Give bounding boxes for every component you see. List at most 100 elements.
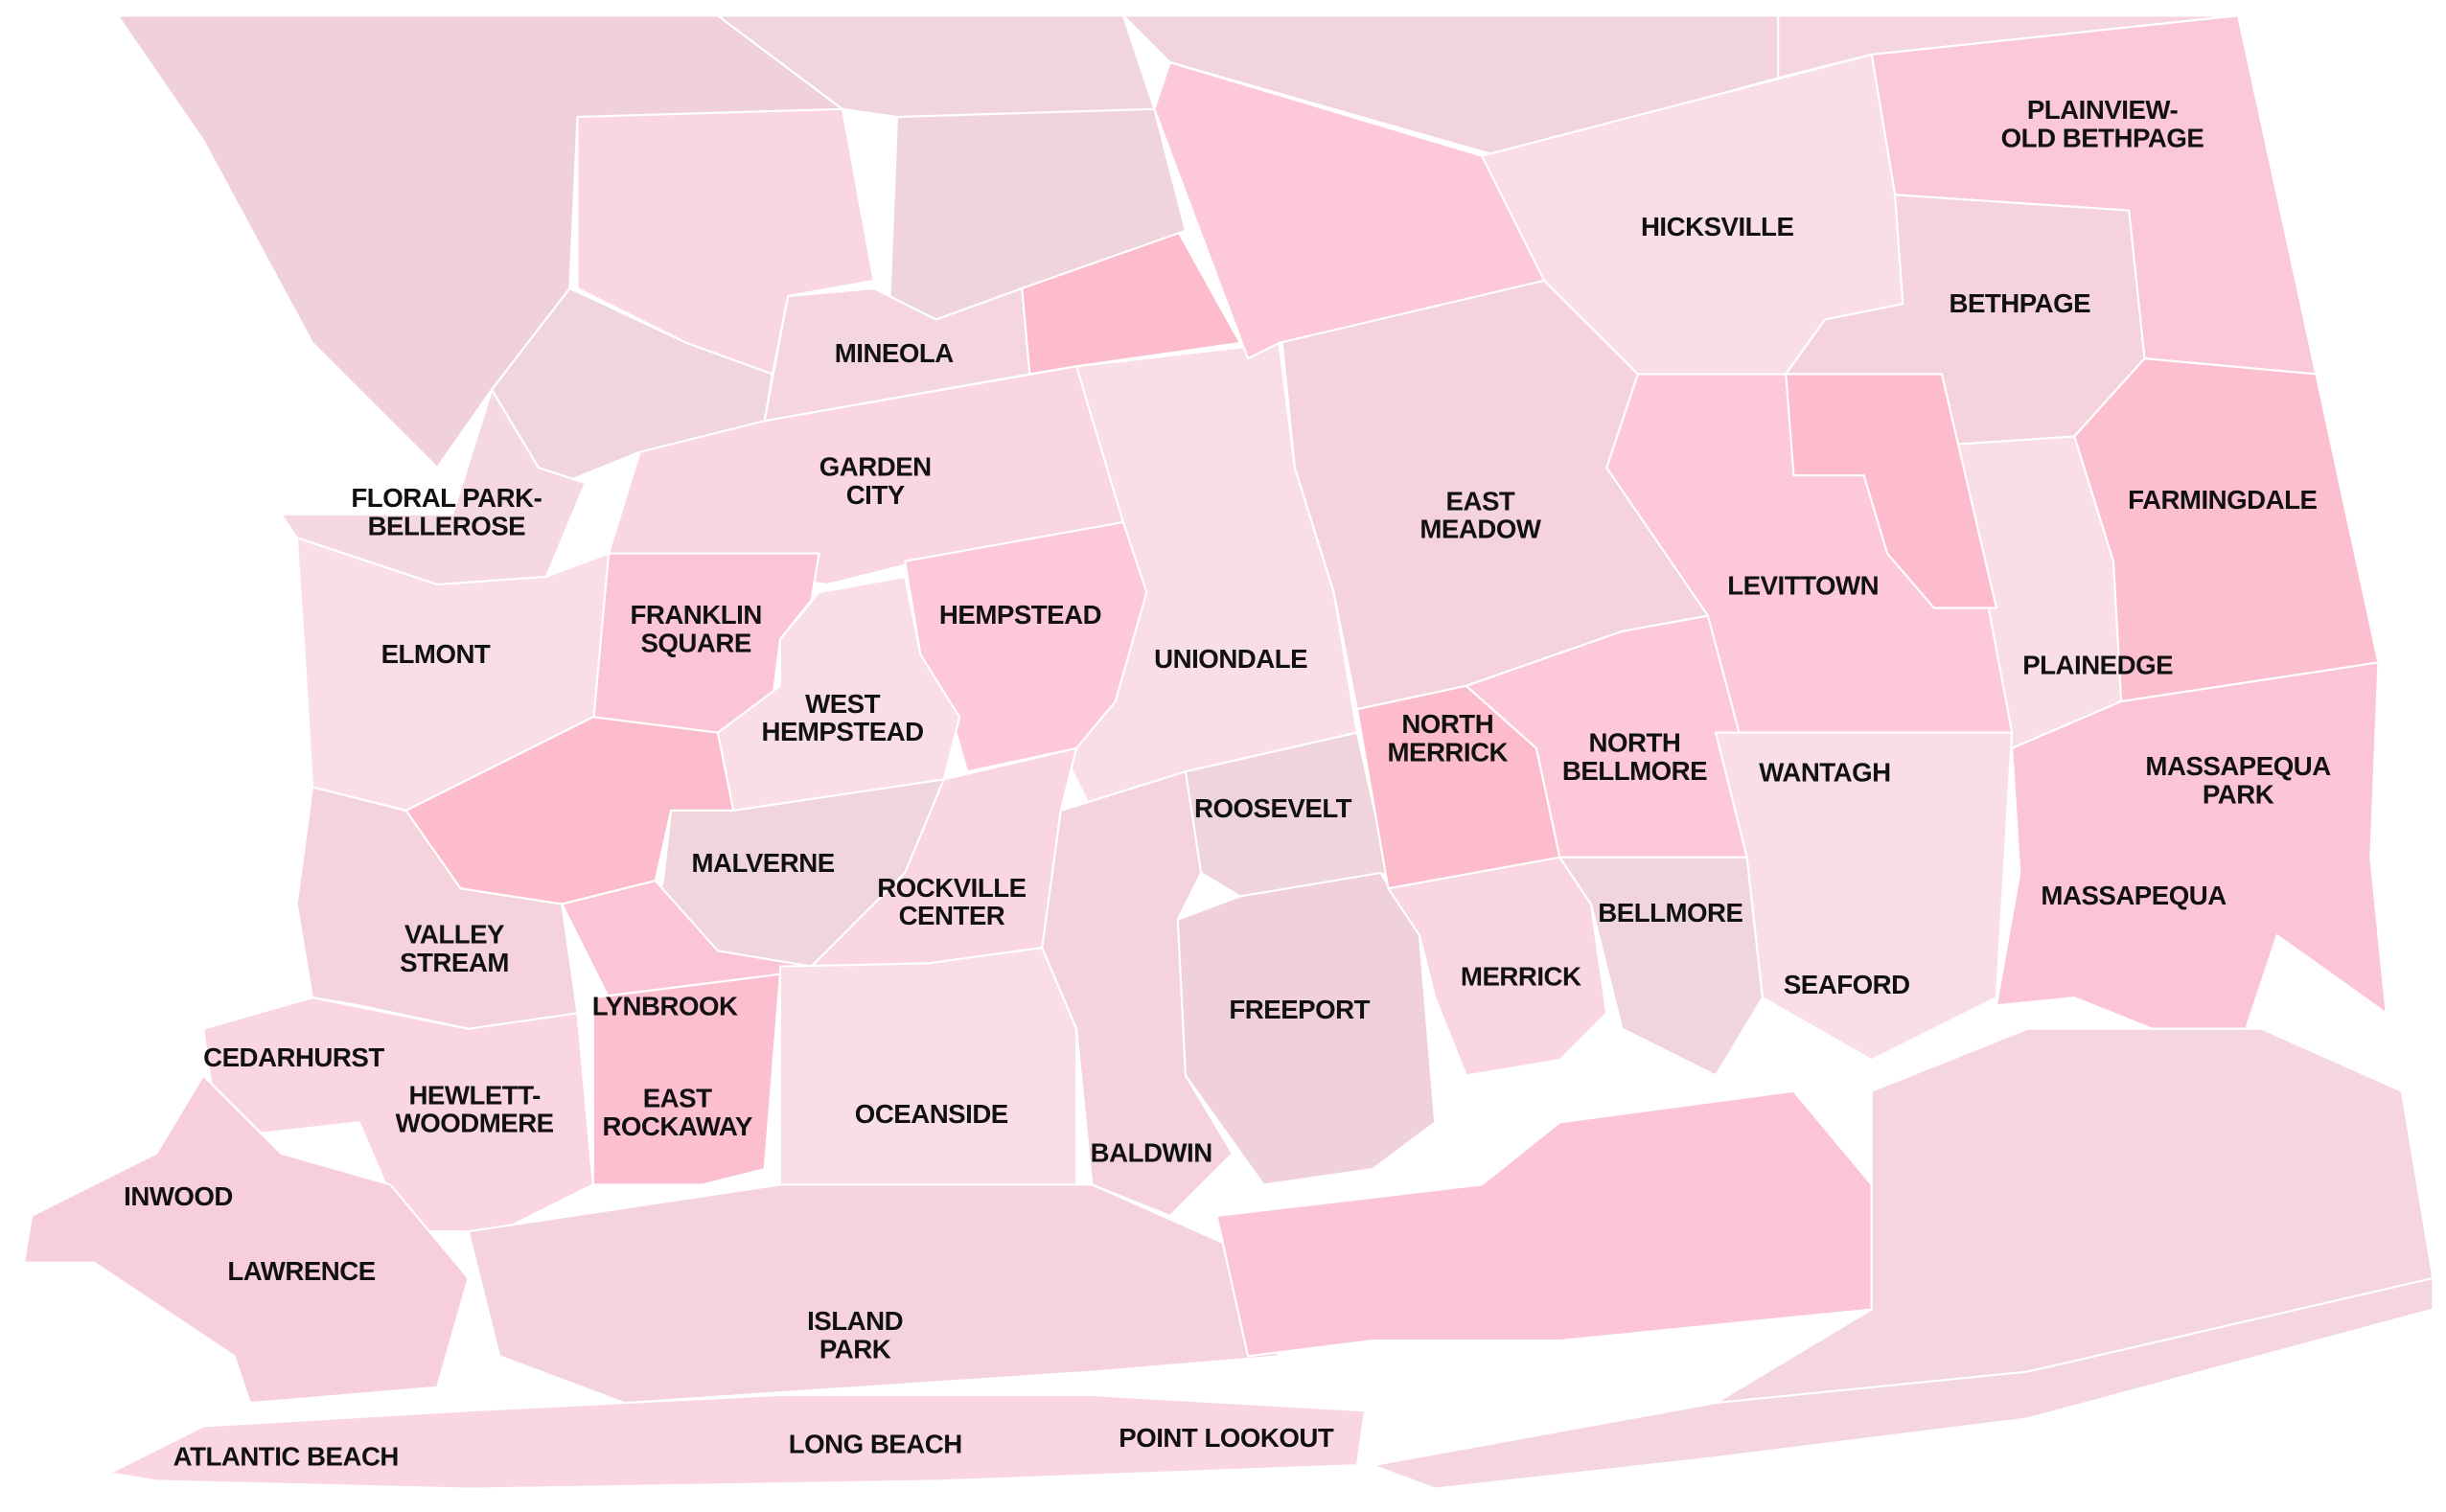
place-label-line: ROCKVILLE xyxy=(877,873,1026,903)
place-label-line: WOODMERE xyxy=(396,1109,554,1138)
place-label: NORTH BELLMORE xyxy=(1562,728,1707,786)
place-label: POINT LOOKOUT xyxy=(1119,1423,1334,1453)
place-label: HEMPSTEAD xyxy=(939,601,1101,630)
place-label-line: NORTH xyxy=(1589,728,1681,758)
place-label-line: EAST xyxy=(1446,487,1515,516)
place-label-line: CENTER xyxy=(899,901,1005,930)
place-label: PLAINEDGE xyxy=(2022,651,2173,680)
place-label: EAST MEADOW xyxy=(1419,487,1541,544)
place-label: FLORAL PARK-BELLEROSE xyxy=(351,484,542,541)
place-label-line: BELLMORE xyxy=(1562,756,1707,786)
place-label: WEST HEMPSTEAD xyxy=(761,689,923,746)
place-label-line: HEWLETT- xyxy=(408,1081,541,1111)
place-label-line: EAST xyxy=(643,1084,712,1113)
place-label-line: FRANKLIN xyxy=(630,601,761,630)
place-label: GARDEN CITY xyxy=(819,452,932,510)
place-label: BALDWIN xyxy=(1091,1138,1212,1168)
labels: PLAINVIEW-OLD BETHPAGE HICKSVILLE BETHPAGE… xyxy=(124,95,2332,1472)
place-label-line: FLORAL PARK- xyxy=(351,484,542,514)
place-label-line: LONG BEACH xyxy=(789,1430,962,1459)
region xyxy=(1153,61,1546,360)
region xyxy=(1372,1276,2434,1490)
place-label-line: OCEANSIDE xyxy=(855,1099,1008,1129)
place-label-line: BETHPAGE xyxy=(1949,288,2090,318)
place-label: MINEOLA xyxy=(835,338,955,368)
place-label: INWOOD xyxy=(124,1181,233,1211)
region xyxy=(1995,661,2388,1030)
place-label-line: ELMONT xyxy=(381,639,491,669)
region xyxy=(1785,373,1997,609)
place-label-line: LYNBROOK xyxy=(592,992,738,1021)
place-label-line: MEADOW xyxy=(1419,515,1541,544)
place-label: UNIONDALE xyxy=(1154,644,1307,674)
place-label-line: ROOSEVELT xyxy=(1194,793,1352,823)
place-label: ROOSEVELT xyxy=(1194,793,1352,823)
place-label-line: POINT LOOKOUT xyxy=(1119,1423,1334,1453)
region xyxy=(22,1074,470,1405)
place-label-line: CITY xyxy=(846,480,905,510)
place-label: ELMONT xyxy=(381,639,491,669)
place-label-line: FREEPORT xyxy=(1229,995,1370,1024)
place-label: FARMINGDALE xyxy=(2128,485,2317,515)
region xyxy=(1558,856,1764,1077)
place-label-line: CEDARHURST xyxy=(203,1043,384,1073)
place-label-line: PLAINEDGE xyxy=(2022,651,2173,680)
place-label: LAWRENCE xyxy=(227,1256,375,1286)
place-label: LYNBROOK xyxy=(592,992,738,1021)
place-label-line: HEMPSTEAD xyxy=(761,718,923,747)
place-label-line: ROCKAWAY xyxy=(602,1111,751,1141)
place-label-line: MASSAPEQUA xyxy=(2041,881,2227,910)
place-label-line: SEAFORD xyxy=(1784,970,1910,999)
place-label-line: HICKSVILLE xyxy=(1641,212,1793,241)
place-label: ROCKVILLE CENTER xyxy=(877,873,1026,930)
place-label-line: OLD BETHPAGE xyxy=(2001,124,2204,153)
place-label-line: PARK xyxy=(819,1335,891,1364)
place-label: BETHPAGE xyxy=(1949,288,2090,318)
place-label-line: UNIONDALE xyxy=(1154,644,1307,674)
place-label: LONG BEACH xyxy=(789,1430,962,1459)
place-label: ATLANTIC BEACH xyxy=(173,1442,399,1472)
place-label: MERRICK xyxy=(1461,962,1581,992)
region xyxy=(467,1183,1281,1405)
place-label-line: HEMPSTEAD xyxy=(939,601,1101,630)
place-label: MASSAPEQUA PARK xyxy=(2145,751,2331,809)
place-label: MALVERNE xyxy=(692,848,835,878)
region xyxy=(202,997,594,1233)
place-label-line: NORTH xyxy=(1401,709,1493,739)
place-label: HEWLETT-WOODMERE xyxy=(396,1081,554,1138)
place-label: PLAINVIEW-OLD BETHPAGE xyxy=(2001,95,2204,152)
place-label: SEAFORD xyxy=(1784,970,1910,999)
place-label-line: PLAINVIEW- xyxy=(2027,95,2179,125)
place-label: ISLAND PARK xyxy=(807,1306,903,1363)
place-label-line: SQUARE xyxy=(640,629,750,658)
place-label-line: MERRICK xyxy=(1461,962,1581,992)
place-label-line: FARMINGDALE xyxy=(2128,485,2317,515)
place-label-line: BALDWIN xyxy=(1091,1138,1212,1168)
place-label-line: INWOOD xyxy=(124,1181,233,1211)
region xyxy=(1176,871,1437,1186)
place-label-line: LEVITTOWN xyxy=(1727,571,1879,601)
place-label: EAST ROCKAWAY xyxy=(602,1084,751,1141)
place-label-line: LAWRENCE xyxy=(227,1256,375,1286)
place-label-line: WEST xyxy=(805,689,880,719)
place-label: HICKSVILLE xyxy=(1641,212,1793,241)
region xyxy=(108,1393,1367,1490)
region xyxy=(576,107,875,376)
place-label-line: WANTAGH xyxy=(1759,758,1890,788)
place-label-line: BELLEROSE xyxy=(368,512,526,541)
region xyxy=(591,973,782,1186)
place-label: VALLEY STREAM xyxy=(400,920,509,977)
place-label: BELLMORE xyxy=(1598,898,1742,928)
place-label-line: STREAM xyxy=(400,948,509,977)
place-label: NORTH MERRICK xyxy=(1387,709,1508,767)
place-label: FREEPORT xyxy=(1229,995,1370,1024)
place-label-line: PARK xyxy=(2203,780,2274,810)
place-label: FRANKLIN SQUARE xyxy=(630,601,761,658)
place-label-line: VALLEY xyxy=(404,920,504,950)
place-label: LEVITTOWN xyxy=(1727,571,1879,601)
place-label-line: ISLAND xyxy=(807,1306,903,1336)
place-label-line: ATLANTIC BEACH xyxy=(173,1442,399,1472)
place-label-line: MERRICK xyxy=(1387,738,1508,767)
